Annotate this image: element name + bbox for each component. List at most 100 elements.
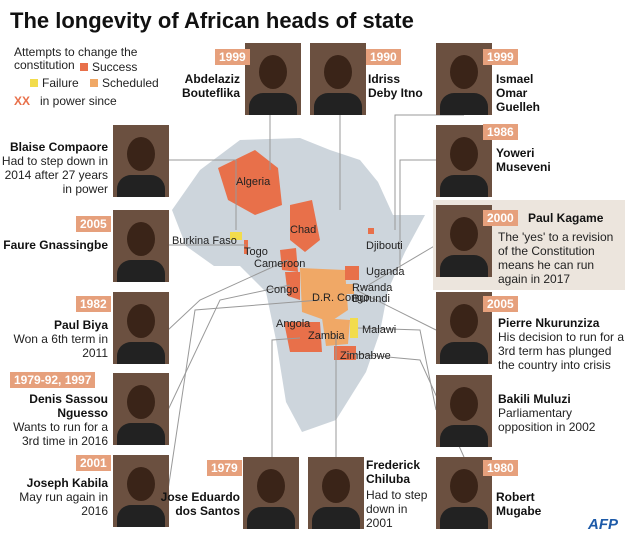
head (257, 469, 285, 503)
country-label: D.R. Congo (312, 292, 370, 304)
portrait (436, 457, 492, 529)
leader-name: Yoweri Museveni (496, 146, 551, 174)
leader-name: Joseph Kabila (26, 476, 108, 490)
head (127, 222, 155, 256)
suit (117, 260, 165, 282)
portrait (436, 375, 492, 447)
country-label: Togo (244, 246, 268, 258)
leader-note: Wants to run for a 3rd time in 2016 (13, 420, 108, 448)
portrait (436, 292, 492, 364)
leader-note: The 'yes' to a revision of the Constitut… (498, 230, 614, 286)
suit (117, 505, 165, 527)
togo-area (244, 240, 248, 254)
portrait (243, 457, 299, 529)
country-label: Angola (276, 318, 311, 330)
suit (117, 175, 165, 197)
leader-name: Paul Kagame (528, 211, 604, 225)
burkina-area (230, 232, 242, 240)
portrait (113, 125, 169, 197)
portrait (310, 43, 366, 115)
portrait (308, 457, 364, 529)
chad-area (290, 200, 320, 252)
connectors (167, 114, 465, 491)
country-label: Burkina Faso (172, 235, 237, 247)
country-label: Congo (266, 284, 299, 296)
suit (247, 507, 295, 529)
country-label: Chad (290, 224, 317, 236)
leader-name: Ismael Omar Guelleh (496, 72, 541, 114)
suit (440, 342, 488, 364)
leader-note: Had to step down in 2001 (366, 488, 428, 530)
suit (440, 255, 488, 277)
leader-name: Faure Gnassingbe (3, 238, 108, 252)
country-label: Malawi (362, 324, 397, 336)
since-year: 2000 (483, 210, 518, 226)
portrait (113, 455, 169, 527)
legend-marker: XX (14, 94, 31, 108)
country-label: Cameroon (254, 258, 306, 270)
leader-note: Won a 6th term in 2011 (13, 332, 109, 360)
legend-swatch (30, 79, 38, 87)
leader-note: Had to step down in 2014 after 27 years … (1, 154, 108, 196)
since-year: 1990 (366, 49, 401, 65)
malawi-area (350, 318, 358, 338)
drc-area (300, 268, 348, 322)
head (127, 385, 155, 419)
since-year: 1980 (483, 460, 518, 476)
leader-name: Abdelaziz Bouteflika (181, 72, 240, 100)
suit (440, 425, 488, 447)
algeria-area (218, 150, 282, 215)
since-year: 2001 (76, 455, 111, 471)
leader-note: May run again in 2016 (19, 490, 108, 518)
country-label: Algeria (236, 176, 271, 188)
portrait (113, 373, 169, 445)
suit (249, 93, 297, 115)
portrait (113, 292, 169, 364)
since-year: 1982 (76, 296, 111, 312)
leader-name: Bakili Muluzi (498, 392, 571, 406)
leader-name: Robert Mugabe (496, 490, 542, 518)
country-label: Burundi (352, 293, 390, 305)
head (259, 55, 287, 89)
suit (314, 93, 362, 115)
suit (440, 175, 488, 197)
uganda-area (345, 266, 359, 280)
congo-area (285, 272, 300, 300)
rwanda-burundi-area (346, 284, 354, 294)
legend-marker-text: in power since (40, 94, 117, 108)
leader-name: Pierre Nkurunziza (498, 316, 600, 330)
suit (117, 423, 165, 445)
legend-label: Success (92, 60, 138, 74)
portrait (245, 43, 301, 115)
since-year: 1999 (215, 49, 250, 65)
head (450, 469, 478, 503)
leader-name: Idriss Deby Itno (368, 72, 423, 100)
leader-name: Frederick Chiluba (366, 458, 421, 486)
legend-label: Scheduled (102, 76, 159, 90)
suit (312, 507, 360, 529)
leader-name: Blaise Compaore (9, 140, 108, 154)
head (127, 304, 155, 338)
leader-name: Denis Sassou Nguesso (29, 392, 108, 420)
portrait (436, 43, 492, 115)
title: The longevity of African heads of state (10, 8, 414, 33)
suit (117, 342, 165, 364)
leader-note: Parliamentary opposition in 2002 (498, 406, 596, 434)
country-label: Zimbabwe (340, 350, 391, 362)
country-label: Djibouti (366, 240, 403, 252)
leader-name: Jose Eduardo dos Santos (160, 490, 240, 518)
head (450, 304, 478, 338)
since-year: 1979-92, 1997 (10, 372, 96, 388)
legend-swatch (80, 63, 88, 71)
suit (440, 507, 488, 529)
zambia-area (322, 318, 350, 346)
angola-area (284, 322, 322, 352)
since-year: 1986 (483, 124, 518, 140)
legend-label: Failure (42, 76, 79, 90)
since-year: 2005 (76, 216, 111, 232)
since-year: 1979 (207, 460, 242, 476)
head (450, 217, 478, 251)
portrait (436, 205, 492, 277)
